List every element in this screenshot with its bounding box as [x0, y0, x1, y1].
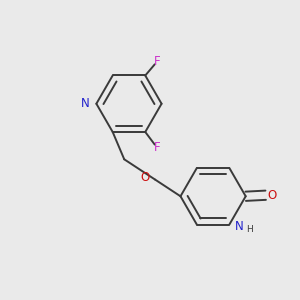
Text: O: O [141, 172, 150, 184]
Text: F: F [154, 141, 160, 154]
Text: N: N [235, 220, 244, 233]
Text: O: O [267, 189, 277, 202]
Text: F: F [154, 55, 160, 68]
Text: H: H [246, 225, 253, 234]
Text: N: N [81, 97, 90, 110]
